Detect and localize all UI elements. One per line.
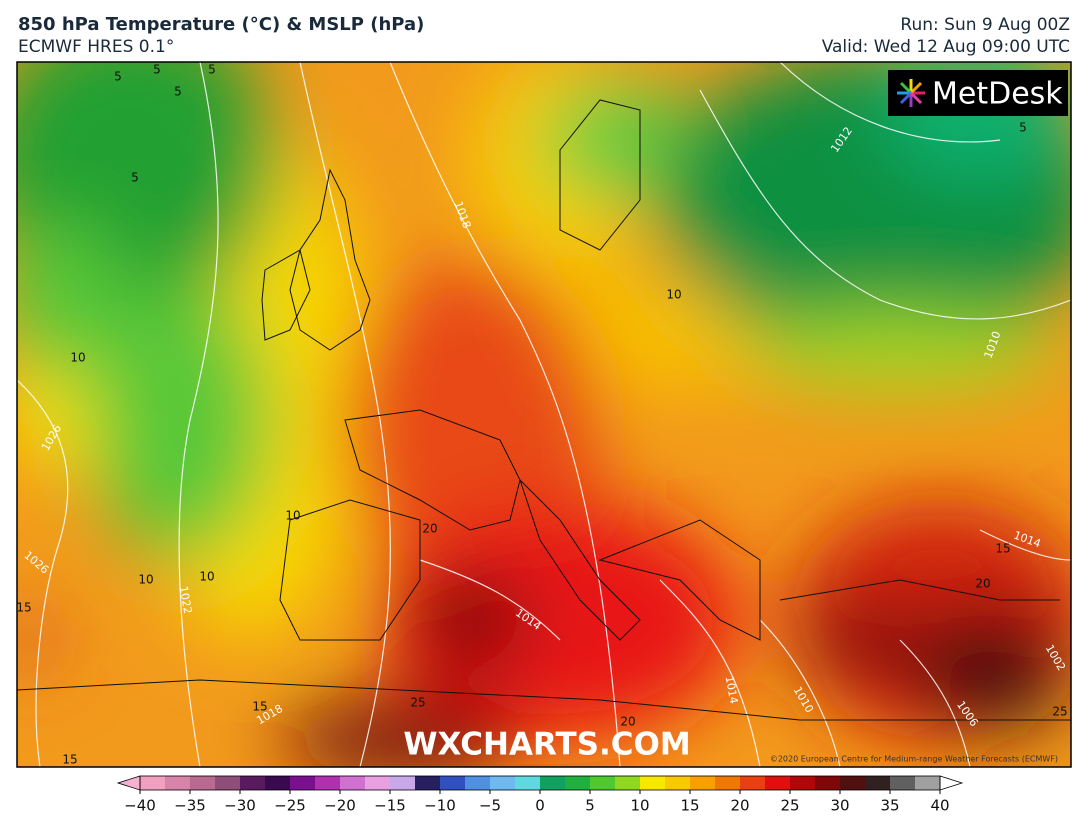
isotherm-label: 10 bbox=[138, 573, 153, 587]
colorbar-bin bbox=[415, 776, 441, 790]
isotherm-label: 25 bbox=[1052, 705, 1067, 719]
isotherm-label: 10 bbox=[285, 509, 300, 523]
colorbar-tick-label: −30 bbox=[224, 797, 256, 815]
colorbar-bin bbox=[590, 776, 616, 790]
colorbar-bin bbox=[265, 776, 291, 790]
isobar-label: 1022 bbox=[177, 585, 195, 615]
colorbar-bin bbox=[815, 776, 841, 790]
colorbar-tick-label: 5 bbox=[585, 797, 595, 815]
isobar-label: 1014 bbox=[723, 675, 741, 705]
colorbar-over bbox=[939, 775, 964, 791]
isotherm-label: 25 bbox=[410, 696, 425, 710]
isotherm-label: 15 bbox=[995, 542, 1010, 556]
logo-text: MetDesk bbox=[932, 77, 1063, 112]
valid-label: Valid: Wed 12 Aug 09:00 UTC bbox=[822, 37, 1070, 57]
colorbar-bin bbox=[490, 776, 516, 790]
colorbar-tick-label: −25 bbox=[274, 797, 306, 815]
colorbar-tick-label: 25 bbox=[780, 797, 799, 815]
isotherm-label: 20 bbox=[422, 522, 437, 536]
logo-icon bbox=[897, 79, 925, 107]
isotherm-label: 10 bbox=[70, 351, 85, 365]
copyright: ©2020 European Centre for Medium-range W… bbox=[770, 755, 1058, 764]
isotherm-label: 5 bbox=[131, 171, 139, 185]
colorbar-bin bbox=[665, 776, 691, 790]
colorbar-bin bbox=[690, 776, 716, 790]
colorbar-bin bbox=[140, 776, 166, 790]
temperature-field bbox=[17, 62, 1071, 767]
colorbar-tick-label: 15 bbox=[680, 797, 699, 815]
colorbar-bin bbox=[290, 776, 316, 790]
map-title: 850 hPa Temperature (°C) & MSLP (hPa) bbox=[18, 14, 424, 35]
colorbar-bin bbox=[215, 776, 241, 790]
isotherm-label: 5 bbox=[153, 63, 161, 77]
colorbar-bin bbox=[840, 776, 866, 790]
colorbar-tick-label: 40 bbox=[930, 797, 949, 815]
colorbar-tick-label: −35 bbox=[174, 797, 206, 815]
colorbar-bin bbox=[565, 776, 591, 790]
colorbar-bin bbox=[315, 776, 341, 790]
isotherm-label: 10 bbox=[666, 288, 681, 302]
colorbar-bin bbox=[765, 776, 791, 790]
colorbar-bin bbox=[240, 776, 266, 790]
colorbar-bin bbox=[440, 776, 466, 790]
colorbar-bin bbox=[365, 776, 391, 790]
colorbar-bin bbox=[390, 776, 416, 790]
colorbar-bin bbox=[715, 776, 741, 790]
colorbar-bin bbox=[865, 776, 891, 790]
colorbar-tick-label: −10 bbox=[424, 797, 456, 815]
colorbar-bin bbox=[165, 776, 191, 790]
colorbar-bin bbox=[890, 776, 916, 790]
colorbar-bin bbox=[740, 776, 766, 790]
run-label: Run: Sun 9 Aug 00Z bbox=[900, 15, 1070, 35]
colorbar-tick-label: −15 bbox=[374, 797, 406, 815]
colorbar-under bbox=[116, 775, 141, 791]
isotherm-label: 15 bbox=[62, 753, 77, 767]
colorbar-tick-label: 35 bbox=[880, 797, 899, 815]
isotherm-label: 20 bbox=[620, 715, 635, 729]
map-frame bbox=[16, 61, 1072, 768]
coastlines bbox=[17, 99, 1071, 721]
isotherm-label: 15 bbox=[252, 700, 267, 714]
colorbar-bin bbox=[615, 776, 641, 790]
isobars bbox=[17, 62, 1071, 767]
colorbar-bin bbox=[540, 776, 566, 790]
isotherm-label: 20 bbox=[975, 577, 990, 591]
colorbar: −40 −35 −30 −25 −20 −15 −10 −5 0 5 10 15 20 25 30 35 40 bbox=[116, 775, 964, 815]
colorbar-tick-label: 10 bbox=[630, 797, 649, 815]
isotherm-label: 5 bbox=[114, 70, 122, 84]
colorbar-bin bbox=[915, 776, 941, 790]
colorbar-bin bbox=[640, 776, 666, 790]
colorbar-tick-label: 30 bbox=[830, 797, 849, 815]
colorbar-bin bbox=[190, 776, 216, 790]
watermark: WXCHARTS.COM bbox=[403, 727, 690, 763]
colorbar-tick-label: −5 bbox=[479, 797, 501, 815]
colorbar-bin bbox=[340, 776, 366, 790]
isotherm-label: 5 bbox=[208, 63, 216, 77]
colorbar-tick-label: 0 bbox=[535, 797, 545, 815]
colorbar-bin bbox=[465, 776, 491, 790]
colorbar-tick-label: −20 bbox=[324, 797, 356, 815]
model-label: ECMWF HRES 0.1° bbox=[18, 37, 174, 57]
isotherm-label: 15 bbox=[16, 601, 31, 615]
colorbar-bin bbox=[790, 776, 816, 790]
isotherm-label: 5 bbox=[174, 85, 182, 99]
colorbar-tick-label: 20 bbox=[730, 797, 749, 815]
isotherm-label: 10 bbox=[199, 570, 214, 584]
isotherm-label: 5 bbox=[1019, 121, 1027, 135]
colorbar-bin bbox=[515, 776, 541, 790]
colorbar-tick-label: −40 bbox=[124, 797, 156, 815]
